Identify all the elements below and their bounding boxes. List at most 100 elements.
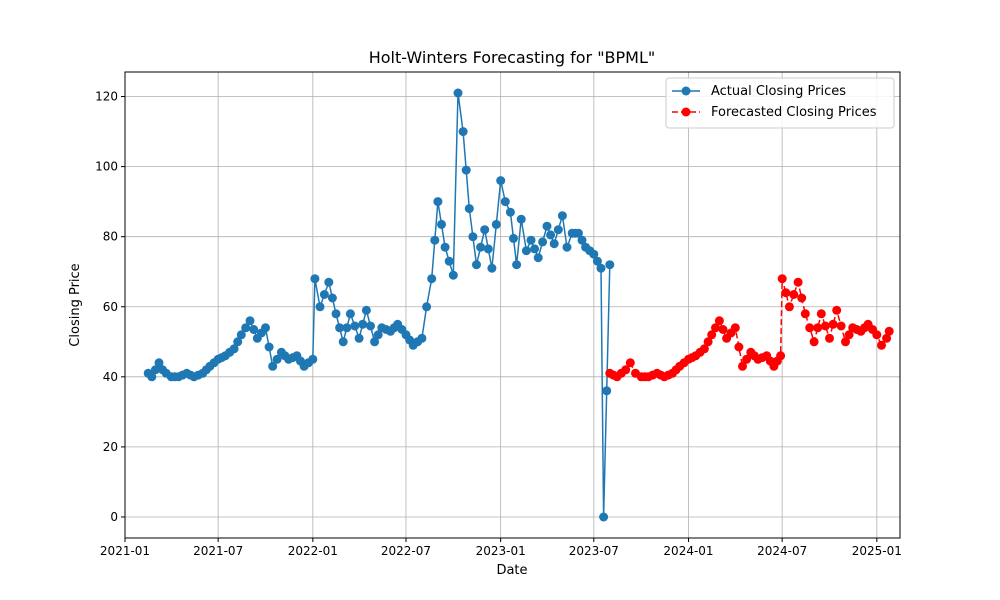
actual-data-point	[440, 242, 450, 252]
y-tick-label: 0	[110, 510, 118, 524]
forecast-data-point	[882, 333, 892, 343]
actual-data-point	[476, 242, 486, 252]
x-tick-label: 2021-01	[100, 544, 150, 558]
actual-data-point	[150, 365, 160, 375]
actual-data-point	[345, 309, 355, 319]
actual-data-point	[147, 372, 157, 382]
chart-title: Holt-Winters Forecasting for "BPML"	[369, 48, 656, 67]
actual-data-point	[512, 260, 522, 270]
actual-data-point	[516, 214, 526, 224]
x-tick-label: 2024-07	[757, 544, 807, 558]
actual-data-point	[472, 260, 481, 270]
actual-data-point	[562, 242, 572, 252]
forecast-data-point	[836, 321, 846, 331]
forecast-data-point	[711, 323, 720, 333]
actual-data-point	[154, 358, 164, 368]
forecast-data-point	[707, 330, 717, 340]
actual-data-point	[335, 323, 345, 333]
x-tick-label: 2023-07	[569, 544, 619, 558]
actual-data-point	[261, 323, 270, 333]
actual-data-point	[549, 239, 559, 249]
actual-data-point	[315, 302, 325, 312]
legend-forecast-label: Forecasted Closing Prices	[711, 105, 877, 120]
forecast-data-point	[734, 342, 744, 352]
y-tick-label: 60	[103, 300, 118, 314]
legend-forecast-marker	[681, 107, 691, 117]
series-actual	[143, 88, 615, 522]
actual-data-point	[553, 225, 563, 235]
y-tick-label: 120	[95, 90, 118, 104]
actual-data-point	[327, 293, 337, 303]
forecast-data-point	[877, 340, 886, 350]
y-tick-label: 80	[103, 230, 118, 244]
forecast-data-point	[816, 309, 826, 319]
actual-data-point	[324, 277, 334, 287]
actual-data-point	[422, 302, 432, 312]
forecast-data-point	[797, 293, 807, 303]
actual-data-point	[417, 333, 427, 343]
actual-data-point	[361, 305, 371, 315]
forecast-data-point	[621, 365, 631, 375]
actual-data-point	[592, 256, 602, 266]
forecast-data-point	[844, 330, 854, 340]
series-layer	[143, 88, 894, 522]
x-tick-label: 2023-01	[476, 544, 526, 558]
actual-data-point	[577, 235, 587, 245]
y-tick-label: 100	[95, 160, 118, 174]
series-forecast	[605, 274, 894, 382]
actual-data-point	[538, 237, 548, 247]
forecast-data-point	[776, 351, 786, 361]
actual-data-point	[491, 219, 501, 229]
actual-data-point	[354, 333, 364, 343]
forecast-data-point	[828, 319, 838, 329]
actual-data-point	[308, 354, 318, 364]
forecast-data-point	[781, 288, 791, 298]
actual-data-point	[526, 235, 536, 245]
axes-ticks: 0 20 40 60 80 100 120 2021-01 2021-07 2022-01 2022…	[95, 90, 902, 558]
actual-data-point	[505, 207, 515, 217]
forecast-data-point	[820, 321, 830, 331]
actual-data-point	[533, 253, 543, 263]
y-tick-label: 40	[103, 370, 118, 384]
actual-data-point	[236, 330, 246, 340]
actual-data-point	[596, 263, 606, 273]
actual-data-point	[338, 337, 348, 347]
y-tick-label: 20	[103, 440, 118, 454]
forecast-data-point	[884, 326, 894, 336]
forecast-data-point	[793, 277, 803, 287]
actual-data-point	[272, 354, 282, 364]
actual-data-point	[331, 309, 341, 319]
forecast-data-point	[730, 323, 740, 333]
actual-data-point	[483, 244, 493, 254]
actual-data-point	[264, 342, 274, 352]
actual-data-point	[268, 361, 278, 371]
x-tick-label: 2025-01	[852, 544, 902, 558]
actual-data-point	[464, 204, 474, 214]
actual-data-point	[241, 323, 251, 333]
forecast-data-point	[809, 337, 819, 347]
forecast-data-point	[738, 361, 747, 371]
actual-data-point	[233, 337, 243, 347]
actual-data-point	[444, 256, 454, 266]
actual-data-point	[461, 165, 471, 175]
actual-data-point	[480, 225, 490, 235]
x-axis-label: Date	[496, 563, 527, 578]
x-tick-label: 2021-07	[193, 544, 243, 558]
actual-data-point	[430, 235, 440, 245]
forecast-data-point	[841, 337, 850, 347]
forecast-data-point	[832, 305, 842, 315]
x-tick-label: 2022-01	[288, 544, 338, 558]
x-tick-label: 2024-01	[663, 544, 713, 558]
actual-data-point	[370, 337, 380, 347]
actual-data-point	[358, 319, 368, 329]
actual-data-point	[509, 233, 518, 243]
forecast-data-point	[800, 309, 810, 319]
actual-data-point	[310, 274, 320, 284]
legend-box	[665, 77, 895, 129]
forecast-data-point	[805, 323, 815, 333]
actual-data-point	[589, 249, 599, 259]
actual-data-point	[599, 512, 609, 522]
legend-actual-label: Actual Closing Prices	[711, 84, 846, 99]
forecast-data-point	[718, 325, 728, 334]
